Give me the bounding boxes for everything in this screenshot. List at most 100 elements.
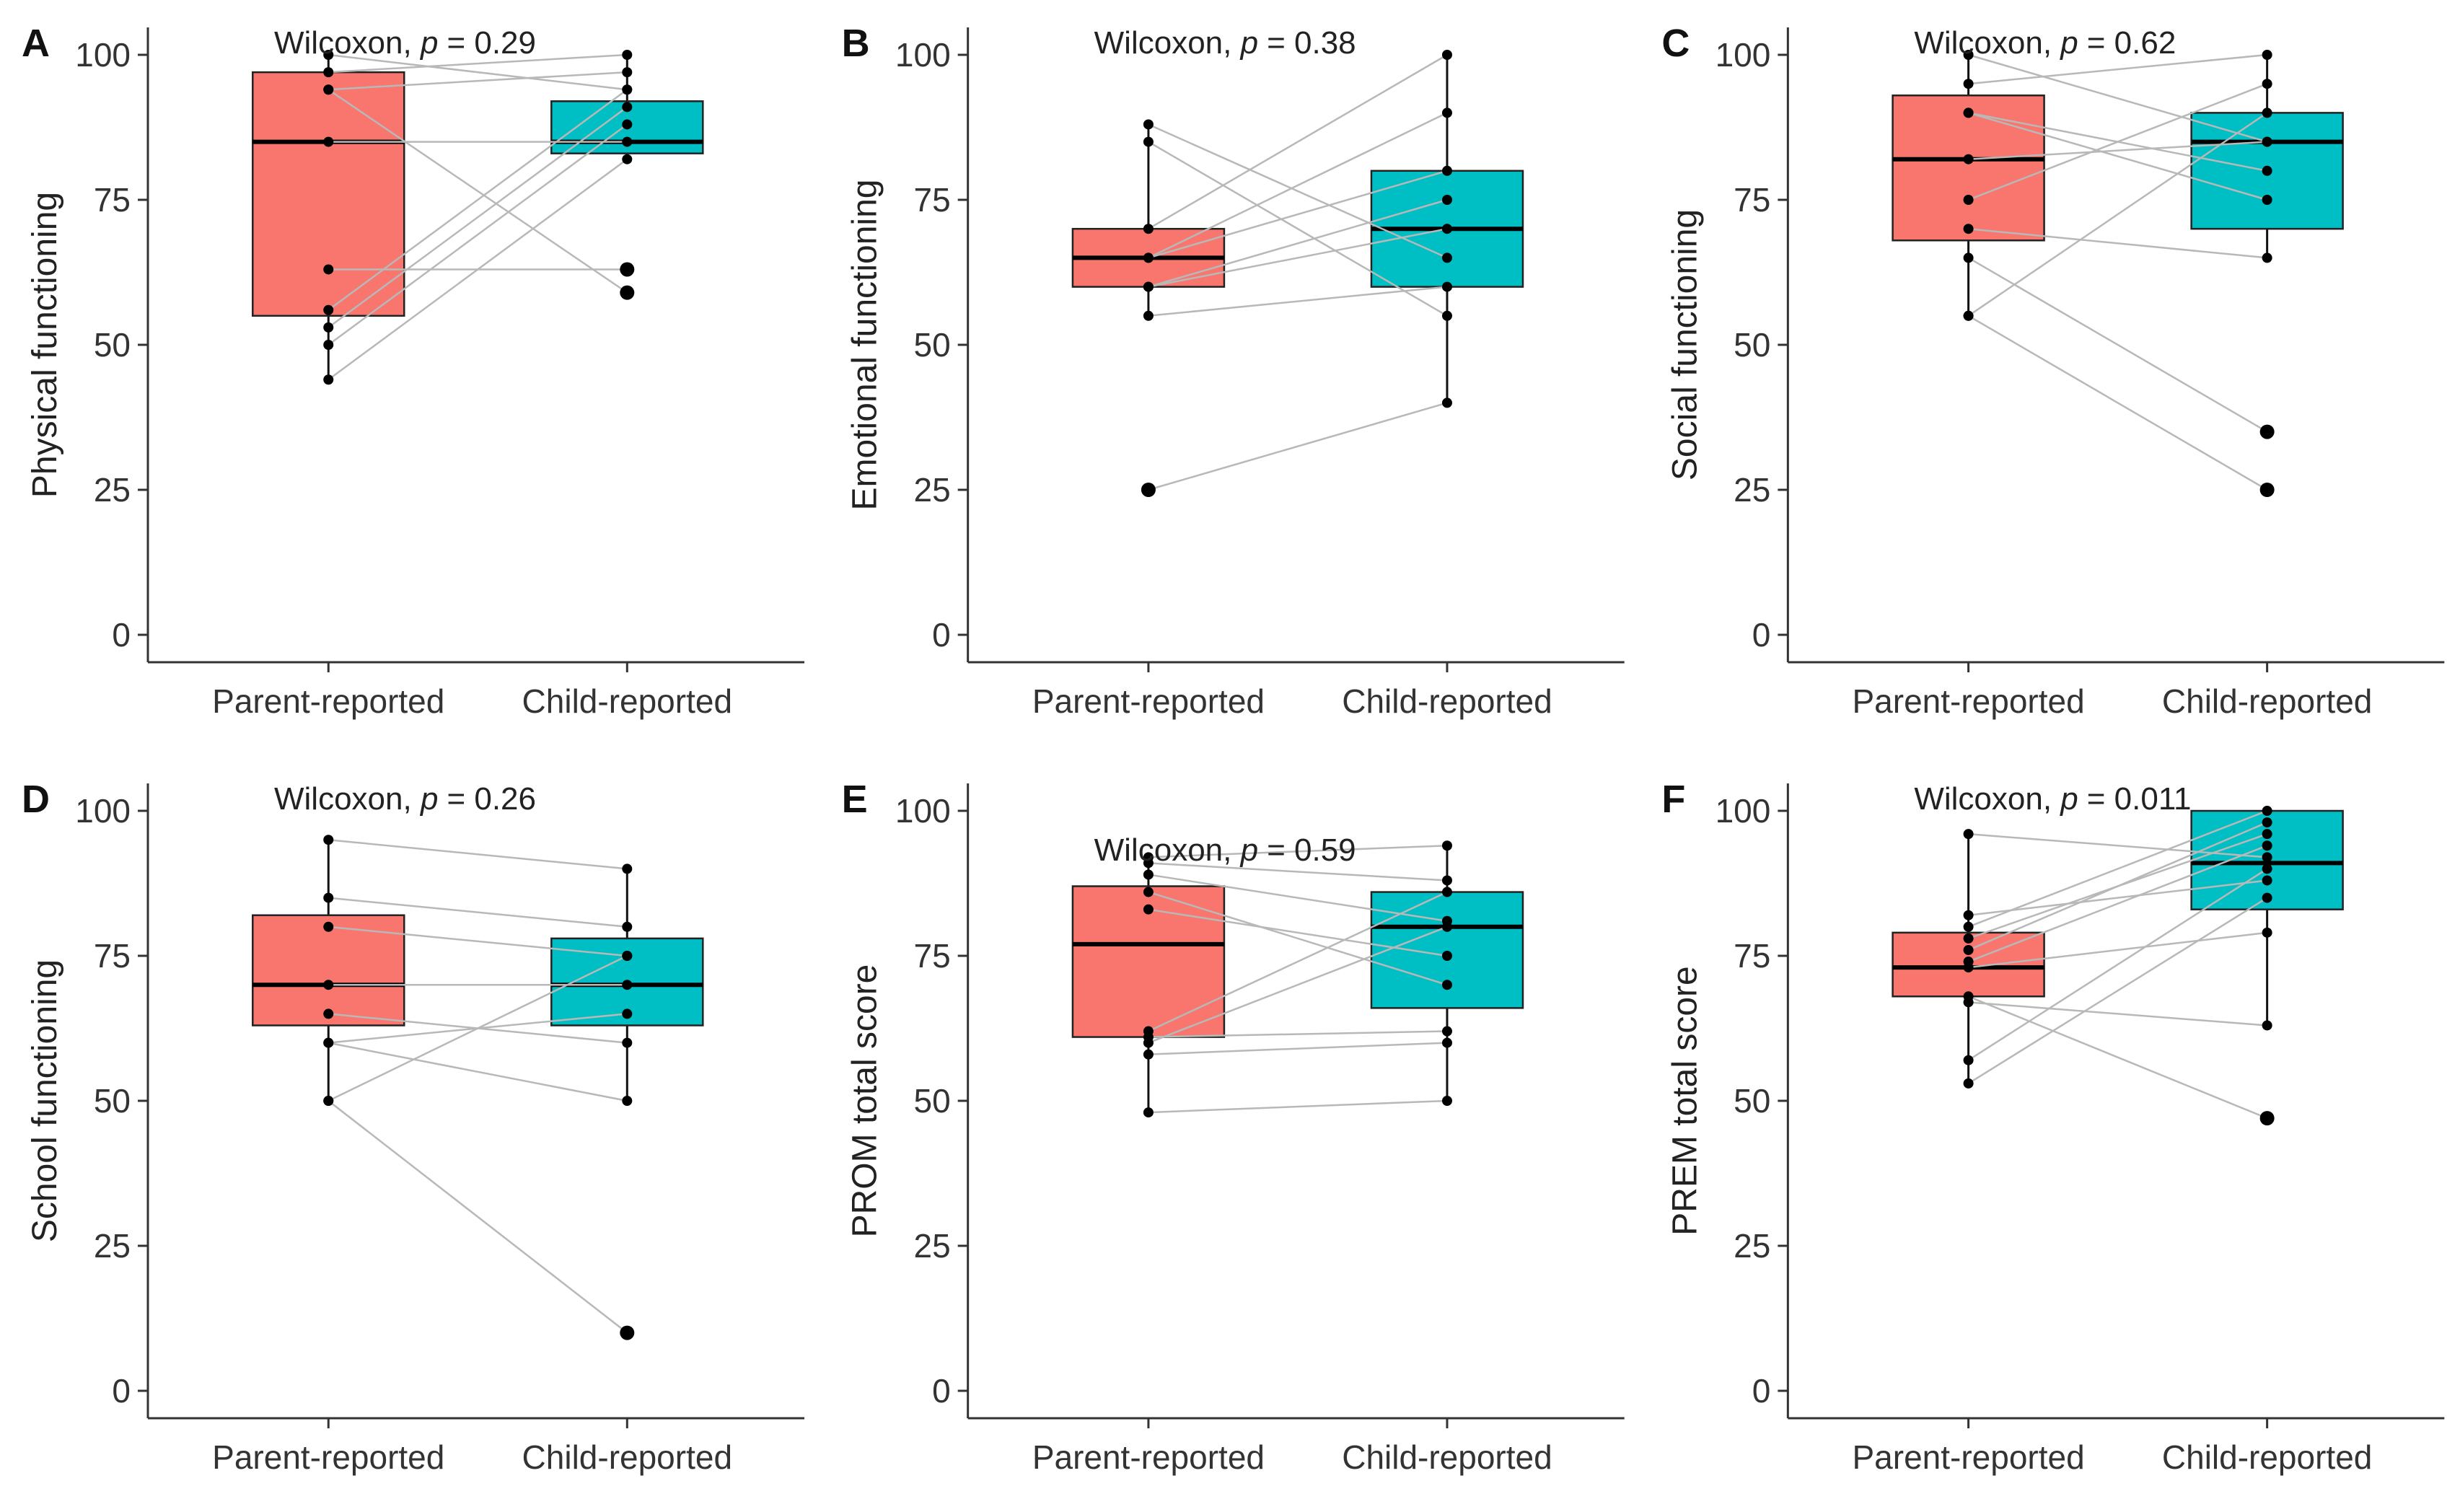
child-point bbox=[1441, 281, 1452, 292]
pair-line bbox=[328, 838, 628, 870]
parent-point bbox=[1963, 1055, 1974, 1065]
child-point bbox=[622, 67, 633, 78]
iqr-box bbox=[1370, 891, 1524, 1009]
pair-line bbox=[1148, 1099, 1448, 1114]
child-point bbox=[2262, 1020, 2272, 1031]
x-tick-label: Child-reported bbox=[522, 682, 732, 720]
pair-line bbox=[1148, 227, 1448, 288]
x-tick-label: Child-reported bbox=[2162, 1438, 2372, 1476]
pair-line bbox=[1148, 402, 1448, 491]
y-tick-label: 50 bbox=[94, 1082, 131, 1120]
child-point bbox=[1441, 1037, 1452, 1048]
panel-letter: F bbox=[1661, 778, 1685, 821]
parent-point bbox=[1963, 921, 1974, 932]
p-symbol: p bbox=[419, 781, 438, 817]
pair-line bbox=[1968, 809, 2268, 928]
child-point bbox=[622, 863, 633, 874]
outlier-point bbox=[2259, 424, 2275, 439]
pair-line bbox=[1967, 868, 2268, 1061]
paired-lines bbox=[1967, 53, 2268, 491]
y-tick-label: 75 bbox=[94, 937, 131, 975]
child-point bbox=[1441, 887, 1452, 897]
child-point bbox=[1441, 310, 1452, 321]
parent-point bbox=[323, 835, 334, 845]
y-tick-label: 25 bbox=[913, 1227, 950, 1265]
y-tick-label: 25 bbox=[913, 471, 950, 509]
pair-line bbox=[328, 89, 628, 311]
pair-line bbox=[328, 954, 628, 1102]
parent-point bbox=[1963, 195, 1974, 205]
y-tick-label: 0 bbox=[1752, 1372, 1771, 1410]
parent-point bbox=[323, 980, 334, 990]
iqr-box bbox=[252, 914, 405, 1027]
y-tick-label: 0 bbox=[112, 616, 131, 654]
child-point bbox=[2262, 252, 2272, 263]
y-tick-label: 25 bbox=[1734, 1227, 1770, 1265]
pair-line bbox=[1148, 112, 1448, 259]
wilcoxon-annotation: Wilcoxon, p = 0.38 bbox=[1094, 25, 1356, 61]
pair-line bbox=[1148, 53, 1448, 230]
x-tick-label: Parent-reported bbox=[1032, 682, 1265, 720]
y-tick-label: 75 bbox=[1734, 937, 1770, 975]
pair-line bbox=[1148, 862, 1448, 882]
child-point bbox=[2262, 927, 2272, 938]
panel-letter: C bbox=[1661, 22, 1690, 65]
pair-line bbox=[328, 71, 628, 91]
outlier-point bbox=[620, 262, 635, 277]
child-point bbox=[1441, 50, 1452, 60]
pair-line bbox=[1968, 995, 2268, 1120]
y-tick-label: 75 bbox=[94, 181, 131, 219]
pair-line bbox=[328, 926, 628, 957]
box-parent-reported bbox=[1892, 55, 2045, 316]
wilcoxon-annotation: Wilcoxon, p = 0.62 bbox=[1914, 25, 2176, 61]
x-tick-label: Parent-reported bbox=[1852, 1438, 2084, 1476]
child-point bbox=[622, 1008, 633, 1019]
pair-line bbox=[1968, 832, 2267, 858]
panel-letter: B bbox=[842, 22, 870, 65]
panel-b: B 0 25 50 75 100 Emotional functioning Parent-r… bbox=[842, 22, 1625, 720]
child-point bbox=[1441, 397, 1452, 408]
y-tick-label: 50 bbox=[913, 326, 950, 364]
parent-point bbox=[1143, 887, 1154, 897]
p-symbol: p bbox=[2059, 781, 2078, 817]
child-point bbox=[1441, 165, 1452, 176]
parent-point bbox=[1963, 252, 1974, 263]
pair-line bbox=[1968, 141, 2267, 160]
paired-lines bbox=[328, 838, 628, 1334]
pair-line bbox=[1148, 908, 1448, 957]
y-axis-title: PROM total score bbox=[846, 964, 884, 1238]
pair-line bbox=[1967, 257, 2268, 433]
parent-point bbox=[1963, 997, 1974, 1008]
child-point bbox=[1441, 840, 1452, 851]
panel-letter: A bbox=[22, 22, 50, 65]
pair-line bbox=[1148, 874, 1448, 922]
data-points bbox=[323, 835, 635, 1340]
parent-point bbox=[1963, 79, 1974, 89]
y-tick-label: 75 bbox=[913, 181, 950, 219]
pair-line bbox=[1967, 315, 2268, 491]
x-tick-label: Parent-reported bbox=[1852, 682, 2084, 720]
parent-point bbox=[1963, 910, 1974, 920]
parent-point bbox=[323, 322, 334, 333]
parent-point bbox=[1963, 224, 1974, 234]
annotation-prefix: Wilcoxon, bbox=[274, 25, 421, 61]
p-symbol: p bbox=[1239, 25, 1258, 61]
parent-point bbox=[323, 67, 334, 78]
y-tick-label: 0 bbox=[1752, 616, 1771, 654]
parent-point bbox=[1143, 119, 1154, 130]
pair-line bbox=[1148, 170, 1448, 259]
parent-point bbox=[323, 264, 334, 275]
panel-letter: D bbox=[22, 778, 50, 821]
y-tick-label: 75 bbox=[1734, 181, 1770, 219]
annotation-prefix: Wilcoxon, bbox=[1094, 25, 1241, 61]
parent-point bbox=[1143, 281, 1154, 292]
parent-point bbox=[323, 1037, 334, 1048]
parent-point bbox=[1143, 310, 1154, 321]
pair-line bbox=[1968, 112, 2267, 201]
pair-line bbox=[328, 1042, 628, 1102]
parent-point bbox=[1143, 1107, 1154, 1118]
y-tick-label: 50 bbox=[1734, 1082, 1770, 1120]
iqr-box bbox=[1892, 94, 2045, 242]
child-point bbox=[622, 84, 633, 95]
child-point bbox=[1441, 951, 1452, 961]
